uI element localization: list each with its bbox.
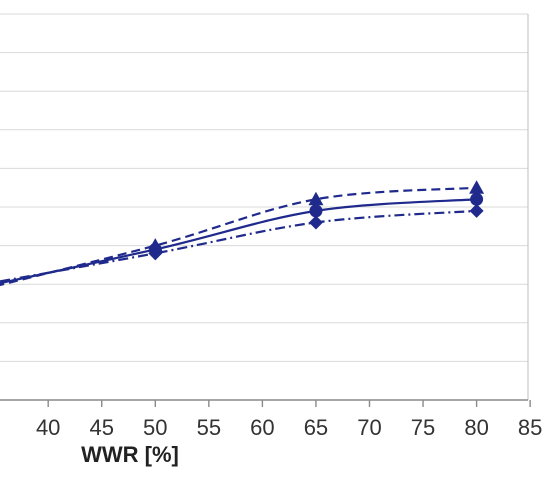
x-tick-label: 85 bbox=[518, 415, 542, 440]
data-point-circle bbox=[470, 192, 484, 206]
data-point-triangle bbox=[469, 180, 485, 194]
data-point-circle bbox=[309, 204, 323, 218]
data-point-diamond bbox=[308, 215, 323, 230]
data-point-diamond bbox=[469, 203, 484, 218]
x-tick-label: 70 bbox=[357, 415, 381, 440]
x-tick-label: 75 bbox=[411, 415, 435, 440]
x-axis-title: WWR [%] bbox=[81, 442, 179, 467]
grid-lines bbox=[0, 13, 528, 362]
x-axis: 40 45 50 55 60 65 70 75 80 85 bbox=[0, 399, 542, 440]
x-tick-label: 45 bbox=[90, 415, 114, 440]
series-line-solid bbox=[0, 198, 477, 285]
series-line-dashed bbox=[0, 186, 477, 287]
x-tick-label: 80 bbox=[464, 415, 488, 440]
data-point-triangle bbox=[147, 238, 163, 252]
x-tick-label: 60 bbox=[250, 415, 274, 440]
data-point-triangle bbox=[308, 191, 324, 206]
x-tick-label: 65 bbox=[304, 415, 328, 440]
series-line-dashdot bbox=[0, 209, 477, 283]
x-tick-label: 50 bbox=[143, 415, 167, 440]
x-tick-label: 55 bbox=[197, 415, 221, 440]
data-point-diamond bbox=[148, 246, 163, 261]
series-group bbox=[0, 180, 485, 287]
x-tick-label: 40 bbox=[36, 415, 60, 440]
